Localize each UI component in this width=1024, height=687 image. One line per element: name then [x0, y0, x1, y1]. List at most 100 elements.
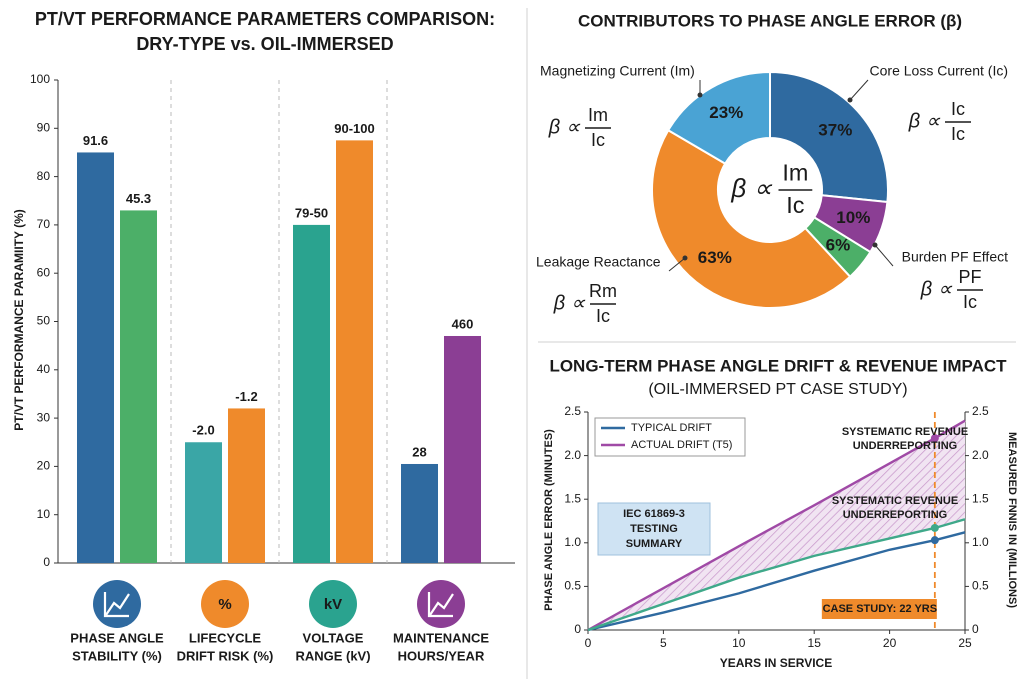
formula-denominator: Ic	[786, 192, 804, 218]
leader-line	[874, 244, 894, 267]
icon-glyph	[427, 592, 454, 618]
donut-hole	[719, 139, 821, 241]
y-tick-label: 10	[37, 507, 51, 521]
y-tick-label: 60	[37, 265, 51, 279]
y-axis-label: PT/VT PERFORMANCE PARAMIITY (%)	[12, 209, 26, 431]
icon-text: %	[218, 596, 231, 613]
y-tick-label: 90	[37, 120, 51, 134]
x-axis-label: YEARS IN SERVICE	[720, 656, 832, 670]
x-tick-label: MAINTENANCE	[393, 630, 489, 645]
bar	[444, 335, 481, 563]
y-tick-label: 50	[37, 314, 51, 328]
formula-denominator: Ic	[596, 306, 610, 326]
bar-text: 90-100	[334, 121, 374, 136]
category-icon	[201, 580, 249, 628]
slice-value-label: 10%	[836, 208, 870, 227]
y-tick-label: 2.0	[564, 448, 581, 462]
formula-numerator: Ic	[951, 99, 965, 119]
bar-text: -2.0	[192, 423, 214, 438]
summary-box	[597, 502, 711, 556]
summary-text: IEC 61869-3	[623, 508, 685, 520]
slice-label: Burden PF Effect	[902, 249, 1008, 265]
x-tick-label: LIFECYCLE	[189, 630, 262, 645]
bar-text: 460	[452, 316, 474, 331]
leader-line	[849, 79, 869, 101]
y-tick-label: 0	[43, 555, 50, 569]
x-tick-label: PHASE ANGLE	[70, 630, 164, 645]
donut-slice	[769, 70, 889, 204]
formula-lhs: β ∝	[548, 116, 581, 138]
leader-line	[668, 257, 686, 272]
chart-title: CONTRIBUTORS TO PHASE ANGLE ERROR (β)	[578, 11, 962, 30]
summary-text: SUMMARY	[626, 538, 683, 550]
y-tick-label: 40	[37, 362, 51, 376]
formula-numerator: Rm	[589, 281, 617, 301]
y-tick-label: 2.5	[564, 404, 581, 418]
case-point	[930, 434, 939, 443]
formula-denominator: Ic	[963, 292, 977, 312]
annotation: SYSTEMATIC REVENUE	[832, 495, 958, 507]
y2-axis-label: MEASURED FNNIS IN (MILLIONS)	[1006, 432, 1018, 608]
donut-slice	[666, 70, 771, 166]
bar	[120, 210, 157, 563]
x-tick-label: HOURS/YEAR	[398, 648, 485, 663]
bar-text: -1.2	[235, 389, 257, 404]
y2-tick-label: 0	[972, 622, 979, 636]
x-tick-label: 10	[732, 636, 746, 650]
bar	[228, 408, 265, 563]
y-tick-label: 70	[37, 217, 51, 231]
bar	[336, 140, 373, 563]
slice-label: Leakage Reactance	[536, 254, 661, 270]
category-icon	[93, 580, 141, 628]
donut-slice	[651, 128, 852, 309]
slice-value-label: 37%	[818, 121, 852, 140]
x-tick-label: 15	[808, 636, 822, 650]
x-tick-label: STABILITY (%)	[72, 648, 162, 663]
case-label-box	[821, 599, 937, 619]
leader-dot	[682, 255, 688, 261]
chart-title: DRY-TYPE vs. OIL-IMMERSED	[136, 34, 393, 54]
legend-label: ACTUAL DRIFT (T5)	[631, 439, 732, 451]
bar	[293, 224, 330, 563]
legend-label: TYPICAL DRIFT	[631, 422, 712, 434]
formula-lhs: β ∝	[920, 278, 953, 300]
leader-dot	[872, 242, 878, 248]
icon-glyph	[103, 592, 130, 618]
y2-tick-label: 2.5	[972, 404, 989, 418]
x-tick-label: DRIFT RISK (%)	[177, 648, 274, 663]
case-point	[930, 523, 939, 532]
y-tick-label: 1.5	[564, 491, 581, 505]
y-tick-label: 100	[30, 72, 50, 86]
formula-denominator: Ic	[591, 130, 605, 150]
chart-title: PT/VT PERFORMANCE PARAMETERS COMPARISON:	[35, 9, 495, 29]
bar-text: 91.6	[83, 133, 108, 148]
bar	[401, 463, 438, 563]
y2-tick-label: 2.0	[972, 448, 989, 462]
bar-text: 45.3	[126, 191, 151, 206]
summary-text: TESTING	[630, 523, 678, 535]
chart-subtitle: (OIL-IMMERSED PT CASE STUDY)	[648, 381, 907, 398]
formula-numerator: PF	[958, 267, 981, 287]
legend-box	[594, 417, 746, 457]
annotation: SYSTEMATIC REVENUE	[842, 426, 968, 438]
icon-text: kV	[324, 596, 342, 613]
chart-title: LONG-TERM PHASE ANGLE DRIFT & REVENUE IM…	[549, 356, 1007, 375]
annotation: UNDERREPORTING	[853, 440, 958, 452]
y-tick-label: 30	[37, 410, 51, 424]
bar-text: 28	[412, 444, 426, 459]
x-tick-label: VOLTAGE	[303, 630, 364, 645]
y2-tick-label: 1.5	[972, 491, 989, 505]
leader-dot	[847, 97, 853, 103]
case-point	[930, 536, 939, 545]
category-icon	[309, 580, 357, 628]
formula-lhs: β ∝	[553, 292, 586, 314]
x-tick-label: 20	[883, 636, 897, 650]
y2-tick-label: 0.5	[972, 579, 989, 593]
y-tick-label: 0	[574, 622, 581, 636]
slice-label: Core Loss Current (Ic)	[870, 63, 1008, 79]
formula-denominator: Ic	[951, 124, 965, 144]
bar-text: 79-50	[295, 205, 328, 220]
category-icon	[417, 580, 465, 628]
slice-value-label: 6%	[826, 235, 851, 254]
annotation: UNDERREPORTING	[843, 509, 948, 521]
